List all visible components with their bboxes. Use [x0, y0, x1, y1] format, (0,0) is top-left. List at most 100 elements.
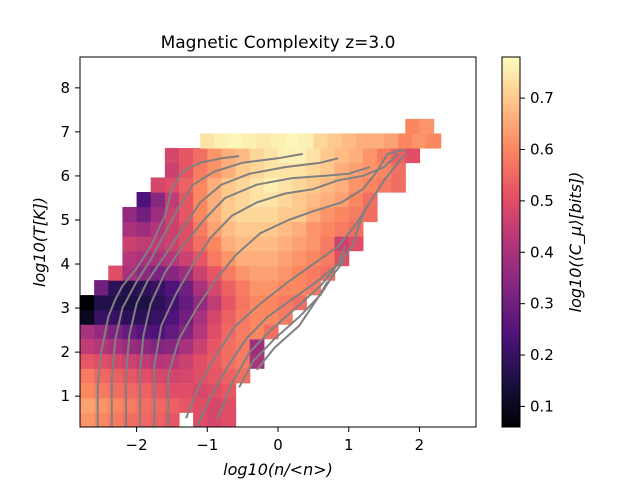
heatmap-cell — [108, 368, 124, 384]
heatmap-cell — [242, 133, 258, 149]
heatmap-cell — [122, 412, 138, 427]
heatmap-cell — [221, 265, 237, 281]
heatmap-cell — [207, 236, 223, 252]
heatmap-cell — [235, 309, 251, 325]
heatmap-cell — [136, 236, 152, 252]
heatmap-cell — [249, 206, 265, 223]
heatmap-cell — [207, 397, 223, 413]
heatmap-cell — [136, 397, 152, 413]
heatmap-cell — [362, 206, 378, 223]
heatmap-cell — [391, 162, 406, 179]
heatmap-cell — [80, 383, 95, 399]
contour-line — [167, 148, 406, 427]
heatmap-cell — [292, 221, 307, 237]
heatmap-cell — [263, 206, 279, 223]
heatmap-cell — [405, 118, 421, 135]
heatmap-cell — [235, 251, 251, 267]
y-tick-label: 3 — [60, 299, 70, 317]
heatmap-cell — [108, 412, 124, 427]
heatmap-cell — [334, 236, 350, 252]
heatmap-cell — [179, 353, 194, 369]
heatmap-cell — [235, 192, 251, 208]
colorbar-tick-label: 0.1 — [530, 397, 554, 415]
contour-line — [125, 157, 339, 427]
heatmap-cell — [150, 412, 166, 427]
contour-line — [96, 155, 240, 427]
heatmap-cell — [179, 383, 194, 399]
heatmap-cell — [193, 280, 208, 296]
heatmap-cell — [306, 236, 322, 252]
colorbar-tick-label: 0.2 — [530, 346, 554, 364]
heatmap-cell — [136, 412, 152, 427]
heatmap-cell — [150, 397, 166, 413]
x-axis-ticks: −2 −1 0 1 2 — [126, 427, 424, 454]
heatmap-cell — [80, 339, 95, 355]
heatmap-cell — [306, 147, 322, 164]
heatmap-cell — [249, 236, 265, 252]
x-tick-label: 1 — [344, 436, 354, 454]
contour-line — [153, 153, 399, 427]
heatmap-cell — [249, 162, 265, 179]
heatmap-cell — [193, 221, 208, 237]
heatmap-cell — [320, 206, 336, 223]
heatmap-cell — [200, 133, 215, 149]
contour-line — [139, 166, 371, 427]
heatmap-cell — [179, 251, 194, 267]
heatmap-cell — [292, 251, 307, 267]
heatmap-cell — [299, 133, 314, 149]
heatmap-cell — [263, 265, 279, 281]
heatmap-cell — [221, 412, 237, 427]
heatmap-cell — [207, 265, 223, 281]
heatmap-cell — [80, 353, 95, 369]
heatmap-cell — [405, 147, 421, 164]
y-tick-label: 7 — [60, 123, 70, 141]
heatmap-cell — [108, 324, 124, 340]
heatmap-cell — [136, 339, 152, 355]
colorbar-tick-label: 0.7 — [530, 89, 554, 107]
heatmap-cell — [263, 251, 279, 267]
heatmap-cell — [150, 368, 166, 384]
y-tick-label: 8 — [60, 79, 70, 97]
heatmap-cell — [122, 221, 138, 237]
heatmap-cell — [221, 353, 237, 369]
colorbar-label: log10(⟨C_μ⟩[bits]) — [566, 172, 586, 313]
heatmap-cell — [179, 368, 194, 384]
heatmap-cell — [108, 353, 124, 369]
heatmap-cell — [278, 177, 293, 193]
heatmap-cell — [136, 368, 152, 384]
heatmap-cell — [207, 368, 223, 384]
heatmap-cell — [108, 397, 124, 413]
heatmap-cell — [391, 177, 406, 193]
heatmap-cell — [122, 265, 138, 281]
heatmap-cell — [179, 324, 194, 340]
heatmap-cell — [313, 133, 329, 149]
heatmap-cell — [278, 265, 293, 281]
heatmap-cell — [369, 133, 385, 149]
heatmap-cell — [150, 192, 166, 208]
heatmap-cell — [235, 324, 251, 340]
heatmap-cell — [150, 177, 166, 193]
heatmap-cell — [164, 147, 180, 164]
heatmap-cell — [235, 295, 251, 311]
heatmap-cell — [249, 324, 265, 340]
y-tick-label: 5 — [60, 211, 70, 229]
heatmap-cell — [426, 133, 442, 149]
x-tick-label: −1 — [196, 436, 218, 454]
heatmap-cell — [80, 368, 95, 384]
heatmap-cell — [263, 280, 279, 296]
y-tick-label: 4 — [60, 255, 70, 273]
heatmap-cell — [122, 295, 138, 311]
heatmap-cell — [384, 133, 399, 149]
y-axis-ticks: 1 2 3 4 5 6 7 8 — [60, 79, 80, 405]
y-tick-label: 2 — [60, 343, 70, 361]
colorbar-ticks: 0.1 0.2 0.3 0.4 0.5 0.6 0.7 — [520, 89, 554, 415]
heatmap-cell — [334, 206, 350, 223]
heatmap-cell — [179, 147, 194, 164]
heatmap-cell — [164, 280, 180, 296]
heatmap-cell — [278, 251, 293, 267]
heatmap-cell — [285, 133, 300, 149]
heatmap-cell — [306, 280, 322, 296]
heatmap-cell — [249, 295, 265, 311]
heatmap-cell — [221, 236, 237, 252]
heatmap-cell — [164, 162, 180, 179]
